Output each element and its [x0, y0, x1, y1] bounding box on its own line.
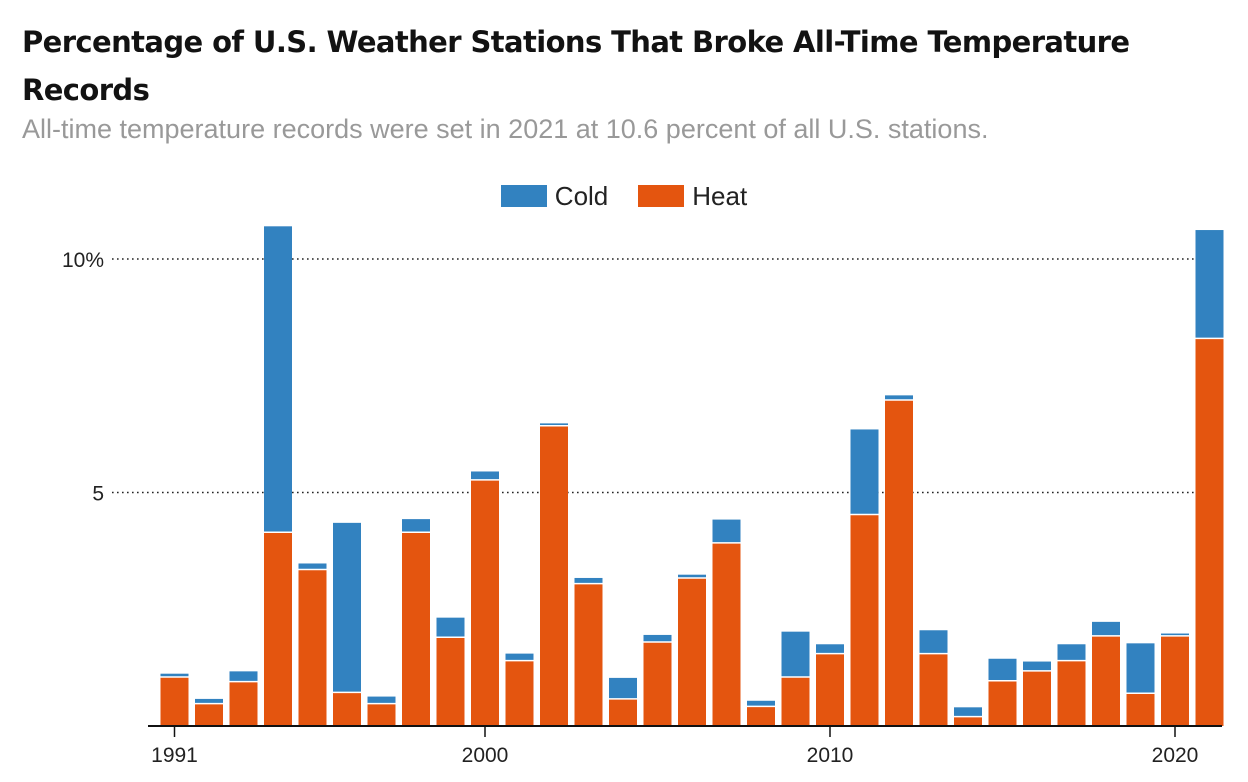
bar-heat-2006 — [678, 577, 706, 726]
bar-cold-2006 — [678, 574, 706, 578]
bar-cold-2013 — [919, 630, 948, 654]
bar-heat-2015 — [988, 680, 1017, 726]
bar-heat-2018 — [1092, 635, 1120, 726]
bar-cold-2018 — [1092, 621, 1120, 636]
bar-cold-2009 — [781, 631, 810, 677]
bar-heat-2021 — [1195, 338, 1224, 726]
bar-heat-2007 — [712, 542, 741, 726]
bar-heat-2002 — [540, 425, 568, 726]
bar-cold-2007 — [712, 519, 741, 543]
bar-heat-1991 — [160, 676, 189, 726]
bar-heat-2012 — [885, 400, 913, 726]
x-tick-label: 2000 — [462, 744, 509, 767]
legend-label-heat: Heat — [692, 180, 748, 211]
bar-heat-1998 — [402, 532, 430, 726]
bar-cold-2016 — [1023, 661, 1051, 671]
bar-heat-2020 — [1161, 635, 1189, 726]
bar-heat-1992 — [195, 703, 223, 726]
bar-heat-2009 — [781, 676, 810, 726]
bar-heat-2013 — [919, 653, 948, 726]
chart-subtitle: All-time temperature records were set in… — [22, 114, 989, 144]
y-tick-label: 5 — [92, 483, 104, 506]
legend-swatch-heat — [638, 185, 685, 207]
bar-heat-2000 — [471, 479, 499, 726]
x-tick-label: 2010 — [807, 744, 854, 767]
bar-cold-1998 — [402, 519, 430, 533]
bar-cold-2020 — [1161, 633, 1189, 636]
bar-cold-1991 — [160, 673, 189, 677]
bar-cold-2005 — [643, 634, 672, 642]
bar-cold-2012 — [885, 395, 913, 401]
bar-heat-2001 — [505, 660, 534, 726]
bar-cold-1992 — [195, 698, 223, 704]
bar-heat-1995 — [298, 569, 327, 726]
bar-heat-1997 — [367, 703, 396, 726]
bar-cold-1993 — [229, 671, 258, 682]
bar-heat-1994 — [264, 532, 292, 726]
bar-cold-1995 — [298, 563, 327, 570]
bar-cold-2001 — [505, 653, 534, 661]
legend-label-cold: Cold — [554, 180, 609, 211]
bar-cold-1999 — [436, 617, 465, 638]
bar-heat-2017 — [1057, 660, 1086, 726]
bar-cold-1997 — [367, 696, 396, 704]
bar-cold-2002 — [540, 423, 568, 426]
legend: Cold Heat — [0, 180, 1248, 212]
chart-title: Percentage of U.S. Weather Stations That… — [22, 25, 1130, 107]
bar-cold-2014 — [954, 707, 982, 717]
bar-cold-2011 — [850, 429, 879, 515]
legend-item-cold: Cold — [500, 180, 609, 212]
bar-cold-2004 — [609, 677, 637, 699]
bar-heat-2004 — [609, 698, 637, 726]
bar-cold-2003 — [574, 577, 603, 584]
bar-heat-1996 — [333, 692, 361, 726]
bar-heat-2008 — [747, 706, 775, 726]
bar-heat-2014 — [954, 716, 982, 726]
bar-cold-2015 — [988, 658, 1017, 681]
bar-cold-2010 — [816, 644, 844, 654]
legend-item-heat: Heat — [638, 181, 747, 212]
bar-cold-2017 — [1057, 644, 1086, 661]
bar-heat-2003 — [574, 583, 603, 726]
bar-heat-2010 — [816, 653, 844, 726]
bar-cold-1994 — [264, 226, 292, 533]
bar-heat-2019 — [1126, 693, 1155, 726]
bar-cold-2019 — [1126, 643, 1155, 694]
bar-cold-1996 — [333, 522, 361, 693]
bar-heat-2011 — [850, 514, 879, 726]
bar-cold-2021 — [1195, 230, 1224, 339]
bar-heat-1999 — [436, 637, 465, 726]
bar-heat-2016 — [1023, 670, 1051, 726]
bar-cold-2000 — [471, 471, 499, 480]
bar-heat-1993 — [229, 681, 258, 726]
bar-heat-2005 — [643, 641, 672, 726]
x-tick-label: 2020 — [1152, 744, 1199, 767]
legend-swatch-cold — [500, 185, 547, 207]
y-tick-label: 10% — [62, 249, 104, 272]
x-tick-label: 1991 — [151, 744, 198, 767]
bar-cold-2008 — [747, 700, 775, 707]
